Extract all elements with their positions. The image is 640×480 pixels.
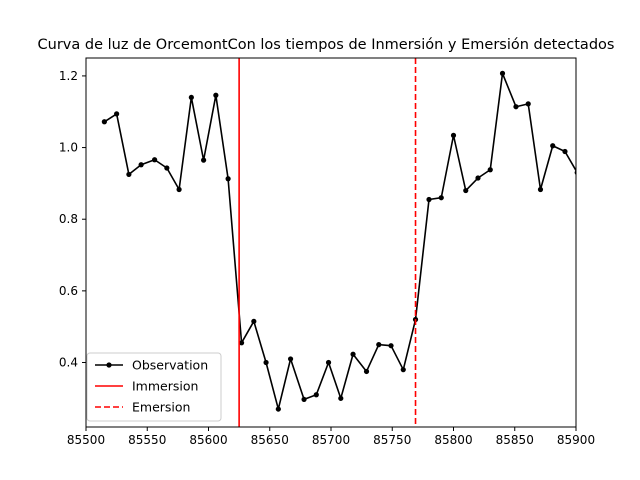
x-tick-label: 85750 — [373, 433, 411, 447]
data-point — [400, 367, 406, 373]
y-tick-label: 0.6 — [59, 284, 78, 298]
plot-area — [101, 58, 576, 427]
data-point — [164, 165, 170, 171]
legend: Observation Immersion Emersion — [86, 352, 222, 422]
data-point — [513, 104, 519, 110]
legend-label-observation: Observation — [132, 358, 208, 373]
data-point — [275, 406, 281, 412]
chart-title: Curva de luz de OrcemontCon los tiempos … — [38, 37, 615, 53]
y-tick-label: 0.4 — [59, 356, 78, 370]
data-point — [463, 187, 469, 194]
data-point — [301, 396, 307, 403]
x-tick-label: 85850 — [496, 433, 534, 447]
data-clip-group — [101, 58, 576, 427]
legend-marker — [106, 362, 112, 368]
x-tick-label: 85700 — [312, 433, 350, 447]
data-point — [238, 340, 245, 346]
data-point — [350, 351, 356, 357]
data-point — [313, 392, 319, 398]
data-point — [152, 157, 158, 163]
data-point — [138, 162, 144, 168]
y-tick-label: 1.2 — [59, 69, 78, 83]
data-point — [487, 167, 493, 173]
data-point — [114, 111, 120, 117]
data-point — [325, 359, 332, 366]
x-tick-label: 85500 — [67, 433, 105, 447]
legend-label-immersion: Immersion — [132, 379, 198, 394]
data-point — [499, 70, 506, 76]
x-tick-label: 85800 — [434, 433, 472, 447]
data-point — [450, 132, 457, 138]
axes: 85500 85550 85600 85650 85700 85750 85800 85850… — [59, 57, 595, 447]
data-point — [176, 186, 182, 193]
data-point — [188, 94, 194, 101]
data-point — [201, 157, 207, 163]
x-tick-label: 85550 — [128, 433, 166, 447]
data-point — [338, 395, 344, 401]
data-point — [562, 148, 568, 155]
data-point — [126, 171, 132, 178]
data-point — [376, 342, 382, 348]
y-tick-label: 0.8 — [59, 212, 78, 226]
data-point — [213, 92, 219, 98]
x-tick-label: 85900 — [557, 433, 595, 447]
x-tick-label: 85650 — [251, 433, 289, 447]
data-point — [388, 343, 394, 349]
data-point — [475, 175, 481, 181]
data-point — [550, 143, 556, 149]
legend-label-emersion: Emersion — [132, 400, 190, 415]
data-point — [287, 356, 294, 362]
data-point — [574, 170, 576, 175]
data-point — [525, 101, 531, 107]
data-point — [537, 186, 544, 193]
data-point — [426, 196, 432, 203]
x-tick-label: 85600 — [189, 433, 227, 447]
data-point — [101, 119, 107, 125]
y-tick-label: 1.0 — [59, 141, 78, 155]
data-point — [438, 195, 444, 201]
data-point — [263, 359, 269, 366]
data-point — [251, 318, 257, 324]
legend-box — [86, 352, 222, 422]
data-point — [225, 176, 231, 182]
data-point — [363, 368, 370, 375]
